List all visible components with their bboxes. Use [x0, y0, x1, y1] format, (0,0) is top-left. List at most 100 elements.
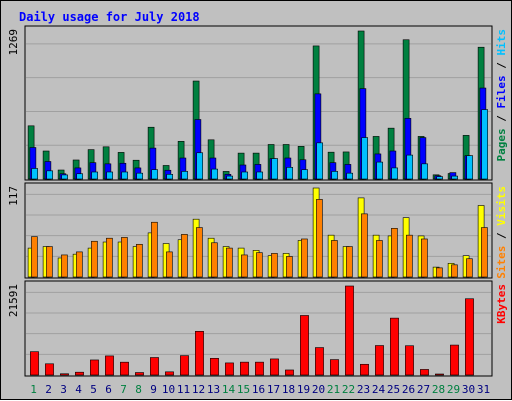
legend-visits: Visits — [495, 186, 508, 226]
bar-kbytes-day-22 — [345, 285, 354, 376]
bar-hits-day-1 — [31, 168, 39, 180]
bar-sites-day-25 — [391, 228, 398, 278]
x-tick-label-day-15: 15 — [237, 383, 250, 396]
x-tick-label-day-26: 26 — [402, 383, 415, 396]
x-tick-label-day-27: 27 — [417, 383, 430, 396]
x-tick-label-day-10: 10 — [162, 383, 175, 396]
x-tick-label-day-17: 17 — [267, 383, 280, 396]
bar-sites-day-28 — [436, 267, 443, 278]
bar-sites-day-27 — [421, 238, 428, 278]
bar-kbytes-day-20 — [315, 347, 324, 376]
bar-hits-day-25 — [391, 167, 399, 180]
legend: KBytes — [495, 284, 508, 324]
bar-sites-day-13 — [211, 242, 218, 278]
x-tick-label-day-14: 14 — [222, 383, 236, 396]
bar-sites-day-19 — [301, 238, 308, 278]
bar-kbytes-day-13 — [210, 358, 219, 376]
bar-kbytes-day-19 — [300, 315, 309, 376]
x-tick-label-day-30: 30 — [462, 383, 475, 396]
bar-kbytes-day-21 — [330, 359, 339, 376]
y-max-label: 117 — [7, 186, 20, 206]
bar-sites-day-31 — [481, 227, 488, 278]
bar-sites-day-9 — [151, 221, 158, 278]
bar-kbytes-day-18 — [285, 369, 294, 376]
bar-kbytes-day-10 — [165, 371, 174, 376]
x-tick-label-day-12: 12 — [192, 383, 205, 396]
bar-kbytes-day-28 — [435, 373, 444, 376]
bar-hits-day-9 — [151, 169, 158, 180]
x-tick-label-day-20: 20 — [312, 383, 325, 396]
x-tick-label-day-18: 18 — [282, 383, 295, 396]
bar-kbytes-day-24 — [375, 345, 384, 376]
bar-hits-day-29 — [451, 175, 459, 180]
bar-sites-day-1 — [31, 236, 38, 278]
bar-sites-day-29 — [451, 264, 458, 278]
bar-sites-day-6 — [106, 237, 113, 278]
bar-sites-day-22 — [346, 246, 353, 278]
x-tick-label-day-31: 31 — [477, 383, 490, 396]
bar-hits-day-14 — [226, 175, 233, 180]
bar-hits-day-16 — [256, 171, 263, 180]
x-tick-label-day-13: 13 — [207, 383, 220, 396]
bar-kbytes-day-12 — [195, 331, 204, 376]
bar-hits-day-21 — [331, 171, 339, 180]
x-tick-label-day-16: 16 — [252, 383, 265, 396]
bar-sites-day-16 — [256, 252, 263, 278]
bar-kbytes-day-27 — [420, 369, 429, 376]
bar-kbytes-day-30 — [465, 298, 474, 376]
legend-files: Files — [495, 75, 508, 108]
bar-sites-day-7 — [121, 237, 128, 278]
bar-hits-day-17 — [271, 158, 279, 180]
bar-kbytes-day-9 — [150, 357, 159, 376]
bar-sites-day-10 — [166, 251, 173, 278]
bar-sites-day-23 — [361, 213, 368, 278]
bar-hits-day-6 — [106, 171, 113, 180]
bar-sites-day-3 — [61, 254, 68, 278]
legend-pages: Pages — [495, 128, 508, 161]
legend-: / — [495, 56, 508, 76]
bar-sites-day-17 — [271, 253, 278, 278]
bar-kbytes-day-4 — [75, 371, 84, 376]
bar-sites-day-26 — [406, 234, 413, 278]
bar-hits-day-26 — [406, 154, 414, 180]
bar-hits-day-10 — [166, 174, 173, 180]
bar-kbytes-day-25 — [390, 317, 399, 376]
legend-hits: Hits — [495, 29, 508, 56]
bar-kbytes-day-15 — [240, 361, 249, 376]
legend-: / — [495, 109, 508, 129]
x-tick-label-day-9: 9 — [150, 383, 157, 396]
y-max-label: 1269 — [7, 29, 20, 56]
bar-hits-day-8 — [136, 172, 143, 180]
bar-hits-day-13 — [211, 168, 218, 180]
bar-sites-day-11 — [181, 234, 188, 278]
bar-hits-day-30 — [466, 155, 474, 180]
x-tick-label-day-8: 8 — [135, 383, 142, 396]
bar-hits-day-24 — [376, 161, 384, 180]
bar-hits-day-31 — [481, 109, 489, 180]
bar-hits-day-11 — [181, 171, 188, 180]
legend-kbytes: KBytes — [495, 284, 508, 324]
x-tick-label-day-11: 11 — [177, 383, 190, 396]
bar-hits-day-20 — [316, 142, 324, 180]
x-tick-label-day-23: 23 — [357, 383, 370, 396]
bar-sites-day-30 — [466, 258, 473, 278]
bar-hits-day-4 — [76, 173, 83, 180]
y-max-label: 21591 — [7, 284, 20, 317]
bar-sites-day-20 — [316, 199, 323, 278]
bar-sites-day-21 — [331, 240, 338, 278]
x-tick-label-day-6: 6 — [105, 383, 112, 396]
chart-title: Daily usage for July 2018 — [19, 10, 200, 24]
x-tick-label-day-7: 7 — [120, 383, 127, 396]
bar-sites-day-12 — [196, 227, 203, 278]
bar-hits-day-7 — [121, 171, 128, 180]
bar-hits-day-15 — [241, 171, 248, 180]
bar-sites-day-8 — [136, 243, 143, 278]
legend: Sites / Visits — [495, 186, 508, 279]
bar-kbytes-day-26 — [405, 345, 414, 376]
bar-kbytes-day-6 — [105, 355, 114, 376]
bar-hits-day-12 — [196, 152, 203, 180]
bar-hits-day-28 — [436, 176, 444, 180]
bar-hits-day-18 — [286, 167, 294, 180]
legend-sites: Sites — [495, 246, 508, 279]
